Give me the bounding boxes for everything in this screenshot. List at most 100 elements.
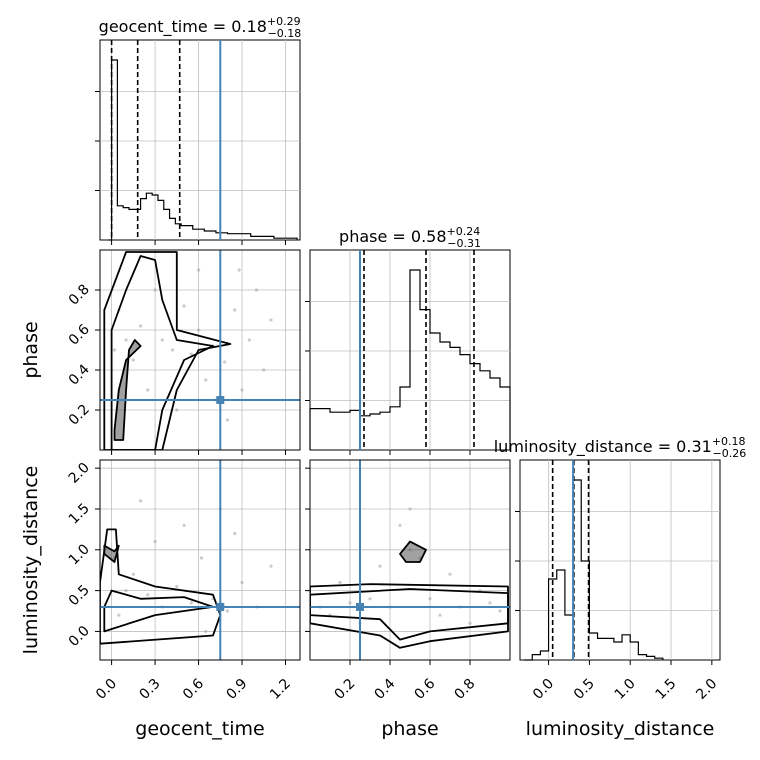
- x-tick-label: 2.0: [693, 676, 720, 703]
- pair-panel-phase-vs-geocent_time: [95, 249, 301, 455]
- panel-title-geocent_time: geocent_time = 0.18+0.29 −0.18: [99, 15, 302, 40]
- truth-marker: [216, 396, 225, 404]
- y-axis-label: luminosity_distance: [20, 466, 42, 655]
- scatter-point: [233, 308, 237, 312]
- pair-panel-luminosity_distance-vs-phase: [305, 459, 511, 665]
- scatter-point: [223, 360, 227, 364]
- scatter-point: [175, 408, 179, 412]
- panel-frame: [99, 39, 301, 241]
- scatter-point: [468, 621, 472, 625]
- x-tick-label: 0.6: [411, 676, 438, 703]
- scatter-point: [204, 629, 208, 634]
- scatter-point: [240, 388, 244, 392]
- scatter-point: [146, 593, 150, 597]
- panel-title-luminosity_distance: luminosity_distance = 0.31+0.18 −0.26: [494, 435, 747, 460]
- scatter-point: [225, 418, 230, 422]
- scatter-point: [182, 304, 186, 308]
- panel-bg: [100, 460, 300, 660]
- histogram-step: [524, 479, 664, 661]
- density-contour: [310, 583, 509, 649]
- panel-content: [100, 250, 300, 450]
- histogram-step: [108, 59, 298, 241]
- y-tick-label: 0.6: [66, 321, 93, 348]
- scatter-point: [498, 609, 502, 613]
- x-tick-label: 0.0: [93, 676, 120, 703]
- scatter-point: [408, 507, 412, 511]
- panel-content: [310, 460, 510, 660]
- histogram-step: [309, 269, 511, 450]
- x-tick-label: 0.2: [331, 676, 358, 703]
- y-tick-label: 0.4: [66, 361, 93, 388]
- panel-content: [100, 460, 300, 660]
- x-tick-label: 0.6: [180, 676, 207, 703]
- scatter-point: [196, 268, 201, 272]
- scatter-point: [233, 531, 237, 536]
- x-tick-label: 1.2: [267, 676, 294, 703]
- scatter-point: [138, 324, 143, 328]
- scatter-point: [170, 348, 175, 352]
- density-contour: [399, 540, 427, 563]
- scatter-point: [204, 378, 208, 382]
- panel-frame: [99, 249, 301, 451]
- density-contour: [110, 255, 214, 450]
- x-tick-label: 0.3: [137, 676, 164, 703]
- x-axis-label: luminosity_distance: [526, 718, 715, 740]
- scatter-point: [182, 523, 186, 527]
- scatter-point: [262, 368, 266, 372]
- density-contour: [113, 339, 142, 441]
- scatter-point: [254, 288, 259, 292]
- x-tick-label: 0.8: [451, 676, 478, 703]
- scatter-point: [398, 523, 402, 527]
- hist-panel-phase: [305, 249, 511, 455]
- scatter-point: [153, 540, 157, 544]
- panel-frame: [519, 459, 721, 661]
- scatter-point: [348, 601, 352, 605]
- scatter-point: [237, 268, 241, 272]
- scatter-point: [189, 352, 193, 356]
- scatter-point: [225, 609, 230, 613]
- scatter-point: [153, 288, 157, 292]
- x-tick-label: 0.4: [371, 676, 398, 703]
- scatter-point: [131, 572, 135, 576]
- scatter-point: [112, 348, 117, 352]
- scatter-point: [175, 584, 179, 589]
- hist-panel-geocent_time: [95, 39, 301, 245]
- scatter-point: [438, 613, 442, 617]
- scatter-point: [117, 613, 121, 617]
- density-contour: [100, 528, 222, 645]
- x-axis-label: phase: [381, 718, 438, 740]
- y-tick-label: 1.0: [66, 541, 93, 568]
- density-contour: [310, 588, 509, 641]
- scatter-point: [448, 572, 452, 576]
- x-axis-label: geocent_time: [135, 718, 264, 740]
- scatter-point: [269, 564, 273, 568]
- scatter-point: [189, 601, 193, 605]
- density-contour: [103, 251, 232, 450]
- panel-title-phase: phase = 0.58+0.24 −0.31: [339, 225, 481, 250]
- density-contour: [103, 589, 214, 633]
- scatter-point: [146, 388, 150, 392]
- x-tick-label: 0.9: [224, 676, 251, 703]
- x-tick-label: 0.5: [571, 676, 598, 703]
- scatter-point: [196, 328, 201, 332]
- scatter-point: [368, 597, 372, 601]
- hist-panel-luminosity_distance: [515, 459, 721, 665]
- x-tick-label: 0.0: [530, 676, 557, 703]
- y-tick-label: 1.5: [66, 500, 93, 527]
- panel-frame: [309, 459, 511, 661]
- scatter-point: [240, 580, 244, 585]
- scatter-point: [247, 338, 251, 342]
- truth-marker: [356, 602, 364, 611]
- y-tick-label: 0.0: [66, 623, 93, 650]
- scatter-point: [488, 601, 492, 605]
- y-tick-label: 2.0: [66, 460, 93, 487]
- scatter-point: [378, 564, 382, 568]
- y-tick-label: 0.2: [66, 402, 93, 429]
- truth-marker: [216, 602, 225, 611]
- scatter-point: [124, 589, 128, 593]
- scatter-point: [131, 358, 135, 362]
- y-tick-label: 0.8: [66, 282, 93, 309]
- x-tick-label: 1.5: [653, 676, 680, 703]
